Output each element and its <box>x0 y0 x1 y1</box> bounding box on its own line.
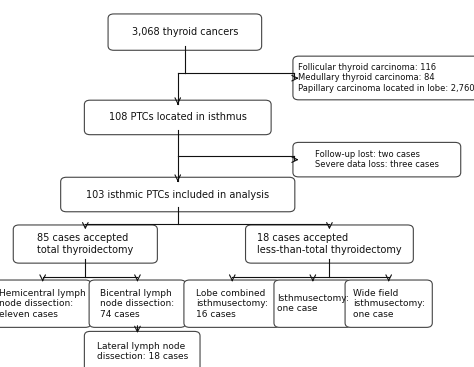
Text: 108 PTCs located in isthmus: 108 PTCs located in isthmus <box>109 112 246 123</box>
Text: 18 cases accepted
less-than-total thyroidectomy: 18 cases accepted less-than-total thyroi… <box>257 233 402 255</box>
Text: 85 cases accepted
total thyroidectomy: 85 cases accepted total thyroidectomy <box>37 233 134 255</box>
Text: Lobe combined
isthmusectomy:
16 cases: Lobe combined isthmusectomy: 16 cases <box>196 289 268 319</box>
Text: Follow-up lost: two cases
Severe data loss: three cases: Follow-up lost: two cases Severe data lo… <box>315 150 439 169</box>
Text: 3,068 thyroid cancers: 3,068 thyroid cancers <box>132 27 238 37</box>
Text: Lateral lymph node
dissection: 18 cases: Lateral lymph node dissection: 18 cases <box>97 342 188 361</box>
FancyBboxPatch shape <box>293 142 461 177</box>
FancyBboxPatch shape <box>89 280 186 327</box>
FancyBboxPatch shape <box>293 56 474 100</box>
Text: Isthmusectomy:
one case: Isthmusectomy: one case <box>277 294 349 313</box>
Text: Hemicentral lymph
node dissection:
eleven cases: Hemicentral lymph node dissection: eleve… <box>0 289 86 319</box>
Text: Follicular thyroid carcinoma: 116
Medullary thyroid carcinoma: 84
Papillary carc: Follicular thyroid carcinoma: 116 Medull… <box>298 63 474 93</box>
Text: 103 isthmic PTCs included in analysis: 103 isthmic PTCs included in analysis <box>86 189 269 200</box>
FancyBboxPatch shape <box>13 225 157 263</box>
FancyBboxPatch shape <box>84 331 200 367</box>
FancyBboxPatch shape <box>345 280 432 327</box>
FancyBboxPatch shape <box>61 177 295 212</box>
FancyBboxPatch shape <box>184 280 281 327</box>
FancyBboxPatch shape <box>0 280 91 327</box>
Text: Wide field
isthmusectomy:
one case: Wide field isthmusectomy: one case <box>353 289 425 319</box>
FancyBboxPatch shape <box>84 100 271 135</box>
FancyBboxPatch shape <box>274 280 352 327</box>
FancyBboxPatch shape <box>246 225 413 263</box>
FancyBboxPatch shape <box>108 14 262 50</box>
Text: Bicentral lymph
node dissection:
74 cases: Bicentral lymph node dissection: 74 case… <box>100 289 174 319</box>
